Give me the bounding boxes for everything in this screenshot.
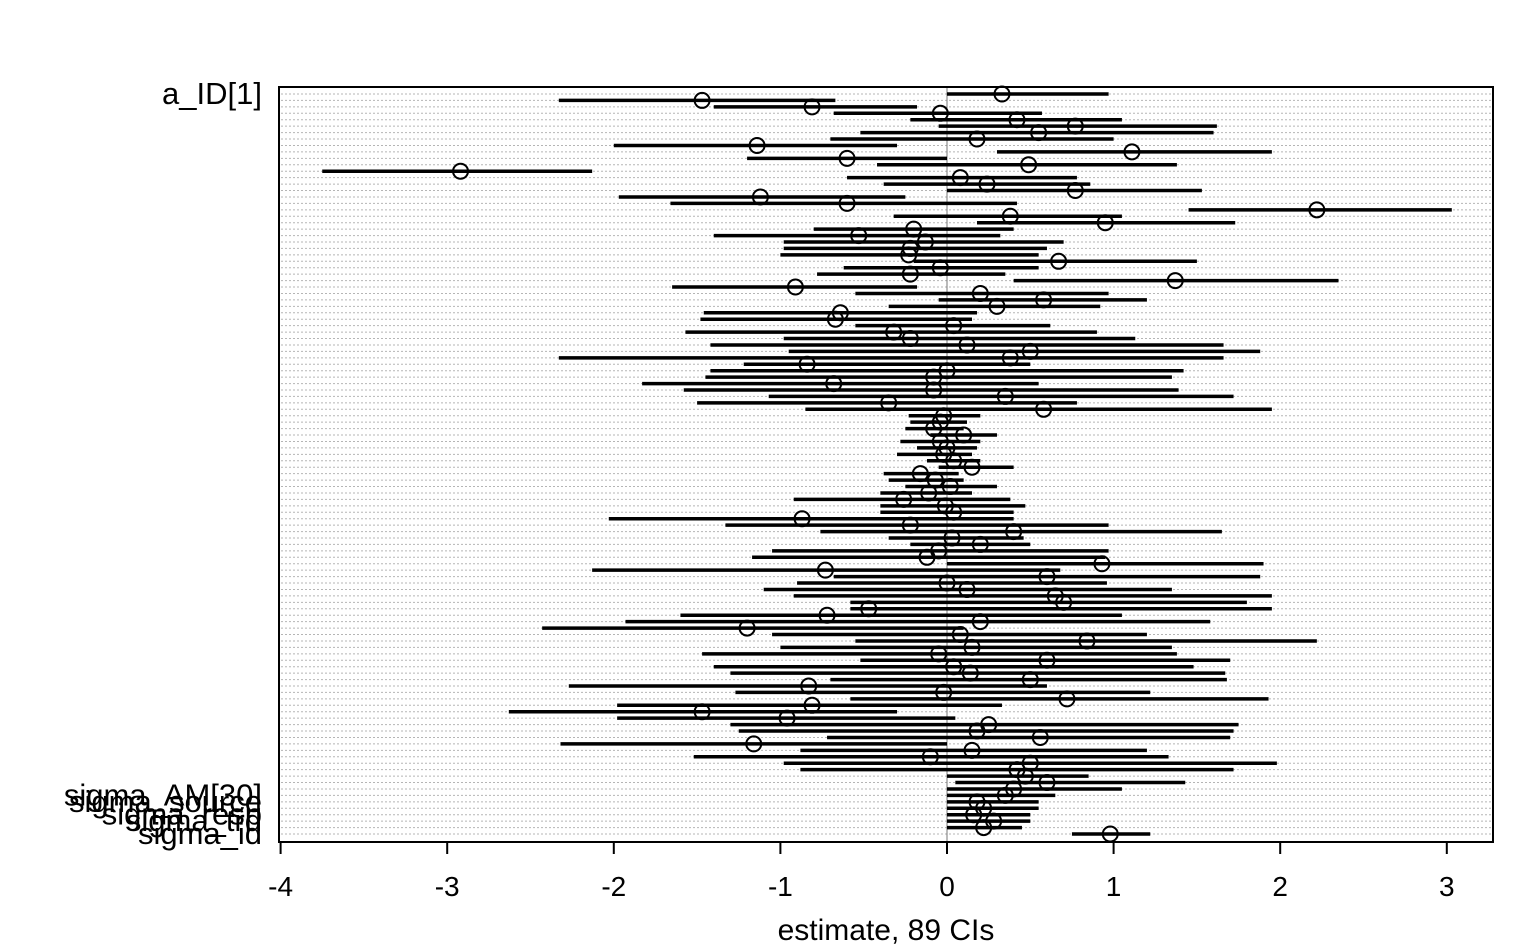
- y-tick-label: sigma_id: [138, 816, 262, 851]
- x-tick-label: -1: [768, 871, 793, 902]
- x-tick-label: -2: [601, 871, 626, 902]
- point-estimate: [738, 619, 756, 637]
- y-tick-label: sigma_AM[30]: [64, 777, 262, 812]
- point-estimate: [1031, 728, 1049, 746]
- point-estimate: [1035, 400, 1053, 418]
- x-tick-label: 1: [1106, 871, 1122, 902]
- y-labels: a_ID[1] sigma_AM[30]sigma_sourcesigma_res…: [64, 76, 262, 851]
- point-estimate: [838, 149, 856, 167]
- point-estimate: [1123, 143, 1141, 161]
- x-tick-label: 0: [939, 871, 955, 902]
- point-estimate: [1166, 272, 1184, 290]
- point-estimate: [988, 297, 1006, 315]
- point-estimate: [963, 458, 981, 476]
- interval-series: [322, 85, 1452, 843]
- point-estimate: [838, 194, 856, 212]
- point-estimate: [1066, 182, 1084, 200]
- point-estimate: [826, 310, 844, 328]
- x-axis-title: estimate, 89 CIs: [778, 914, 995, 947]
- x-tick-label: -3: [435, 871, 460, 902]
- x-tick-label: 2: [1272, 871, 1288, 902]
- y-tick-label: a_ID[1]: [162, 76, 262, 111]
- x-axis: -4 -3 -2 -1 0 1 2 3: [268, 841, 1455, 902]
- y-tick-label: sigma_source: [69, 784, 262, 819]
- x-tick-label: 3: [1439, 871, 1455, 902]
- point-estimate: [452, 162, 470, 180]
- point-estimate: [1020, 156, 1038, 174]
- point-estimate: [1096, 214, 1114, 232]
- point-estimate: [803, 98, 821, 116]
- point-estimate: [786, 278, 804, 296]
- point-estimate: [968, 130, 986, 148]
- point-estimate: [1050, 252, 1068, 270]
- point-estimate: [901, 265, 919, 283]
- point-estimate: [693, 91, 711, 109]
- plot-frame: [278, 86, 1494, 843]
- point-estimate: [918, 548, 936, 566]
- point-estimate: [900, 246, 918, 264]
- point-estimate: [1093, 555, 1111, 573]
- point-estimate: [971, 613, 989, 631]
- point-estimate: [748, 136, 766, 154]
- point-estimate: [975, 819, 993, 837]
- y-tick-label: sigma_trd: [126, 803, 262, 838]
- y-tick-label: sigma_resp: [102, 797, 262, 832]
- point-estimate: [816, 561, 834, 579]
- point-estimate: [1308, 201, 1326, 219]
- point-estimate: [1058, 690, 1076, 708]
- x-tick-label: -4: [268, 871, 293, 902]
- point-estimate: [745, 735, 763, 753]
